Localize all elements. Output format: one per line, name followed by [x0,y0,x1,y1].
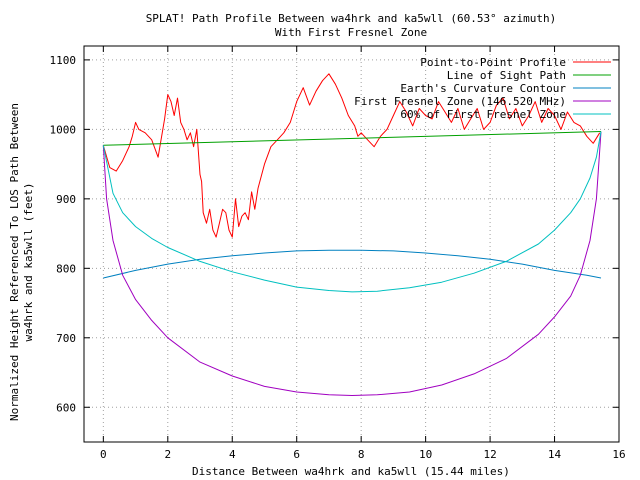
axis-ticks: 0 2 4 6 8 10 12 14 16 600 700 800 900 1000 1100 [50,46,626,461]
x-tick-label: 2 [164,448,171,461]
x-tick-label: 0 [100,448,107,461]
series-earth-s-curvature-contour [103,249,602,279]
x-tick-label: 10 [419,448,432,461]
series-point-to-point-profile [102,73,601,238]
x-tick-label: 4 [229,448,236,461]
y-tick-label: 800 [56,262,76,275]
x-tick-label: 16 [612,448,625,461]
x-tick-label: 14 [548,448,562,461]
x-tick-label: 12 [483,448,496,461]
y-axis-label-line-2: wa4hrk and ka5wll (feet) [22,183,35,342]
y-axis-label-line-1: Normalized Height Referenced To LOS Path… [8,103,21,421]
x-tick-label: 8 [358,448,365,461]
legend-label: First Fresnel Zone (146.520 MHz) [354,95,566,108]
legend-label: 60% of First Fresnel Zone [400,108,566,121]
chart-subtitle: With First Fresnel Zone [275,26,427,39]
y-tick-label: 600 [56,401,76,414]
series-line-of-sight-path [103,131,602,146]
x-axis-label: Distance Between wa4hrk and ka5wll (15.4… [192,465,510,478]
y-tick-label: 700 [56,332,76,345]
legend-label: Point-to-Point Profile [420,56,566,69]
y-tick-label: 900 [56,193,76,206]
x-tick-label: 6 [293,448,300,461]
series-60-of-first-fresnel-zone [102,131,602,293]
series-first-fresnel-zone-146-520-mhz [102,131,602,396]
y-tick-label: 1100 [50,54,77,67]
plot-frame [83,45,620,443]
y-tick-label: 1000 [50,123,77,136]
legend-label: Line of Sight Path [447,69,566,82]
series-lines [102,73,602,396]
legend-label: Earth's Curvature Contour [400,82,566,95]
chart-title: SPLAT! Path Profile Between wa4hrk and k… [146,12,557,25]
